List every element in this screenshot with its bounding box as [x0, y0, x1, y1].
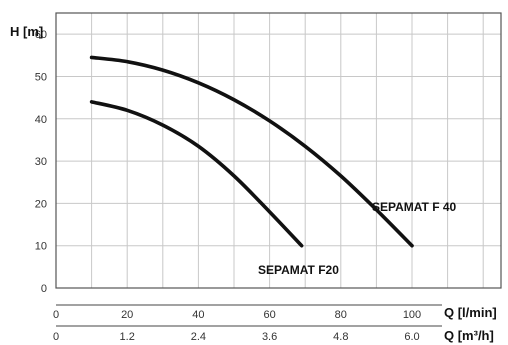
x-tick-labels-m3h: 0 1.2 2.4 3.6 4.8 6.0 — [53, 331, 420, 343]
x-tick-label-m3h: 3.6 — [262, 331, 277, 343]
y-axis-label: H [m] — [10, 24, 43, 39]
y-tick-label: 0 — [41, 283, 47, 295]
series-line-f40 — [89, 55, 414, 248]
x-tick-label-lpm: 60 — [263, 309, 275, 321]
y-tick-labels: 0 10 20 30 40 50 60 — [35, 29, 47, 295]
series-label-f20: SEPAMAT F20 — [258, 263, 339, 277]
x-axis-label-m3h: Q [m³/h] — [444, 328, 494, 343]
y-tick-label: 40 — [35, 114, 47, 126]
x-tick-label-lpm: 0 — [53, 309, 59, 321]
y-tick-label: 30 — [35, 156, 47, 168]
grid — [56, 13, 501, 288]
series-label-f40: SEPAMAT F 40 — [372, 200, 457, 214]
x-tick-labels-lpm: 0 20 40 60 80 100 — [53, 309, 421, 321]
x-tick-label-m3h: 0 — [53, 331, 59, 343]
x-tick-label-lpm: 20 — [121, 309, 133, 321]
x-axis-label-lpm: Q [l/min] — [444, 305, 497, 320]
y-tick-label: 50 — [35, 71, 47, 83]
x-tick-label-m3h: 2.4 — [191, 331, 206, 343]
y-tick-label: 60 — [35, 29, 47, 41]
x-tick-label-m3h: 6.0 — [404, 331, 419, 343]
curves — [89, 55, 414, 248]
y-tick-label: 10 — [35, 241, 47, 253]
x-tick-label-m3h: 4.8 — [333, 331, 348, 343]
series-line-f20 — [89, 100, 304, 248]
y-tick-label: 20 — [35, 198, 47, 210]
plot-frame — [55, 12, 502, 289]
x-tick-label-lpm: 40 — [192, 309, 204, 321]
x-tick-label-lpm: 80 — [335, 309, 347, 321]
x-tick-label-lpm: 100 — [403, 309, 421, 321]
x-tick-label-m3h: 1.2 — [120, 331, 135, 343]
